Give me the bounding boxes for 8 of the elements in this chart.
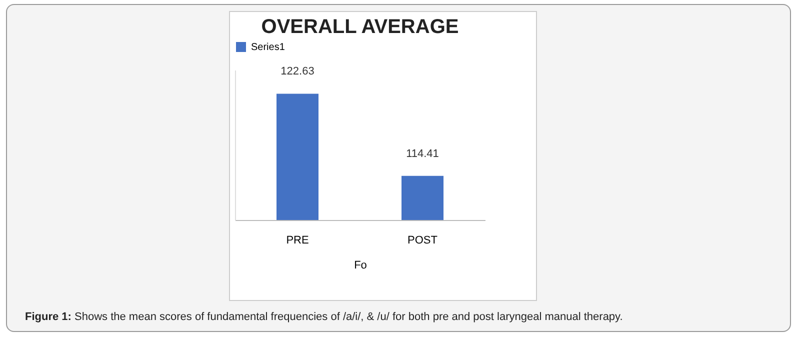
caption: Figure 1: Shows the mean scores of fundamental frequencies of /a/i/, & /u/ for both pre and post laryngeal manual therapy. xyxy=(25,311,623,323)
chart-title: OVERALL AVERAGE xyxy=(261,16,459,38)
x-axis-title: Fo xyxy=(354,260,367,272)
data-label: 114.41 xyxy=(406,148,439,160)
legend-label: Series1 xyxy=(251,42,286,53)
x-tick-label: PRE xyxy=(286,234,309,246)
data-label: 122.63 xyxy=(280,66,314,78)
x-tick-label: POST xyxy=(408,234,438,246)
